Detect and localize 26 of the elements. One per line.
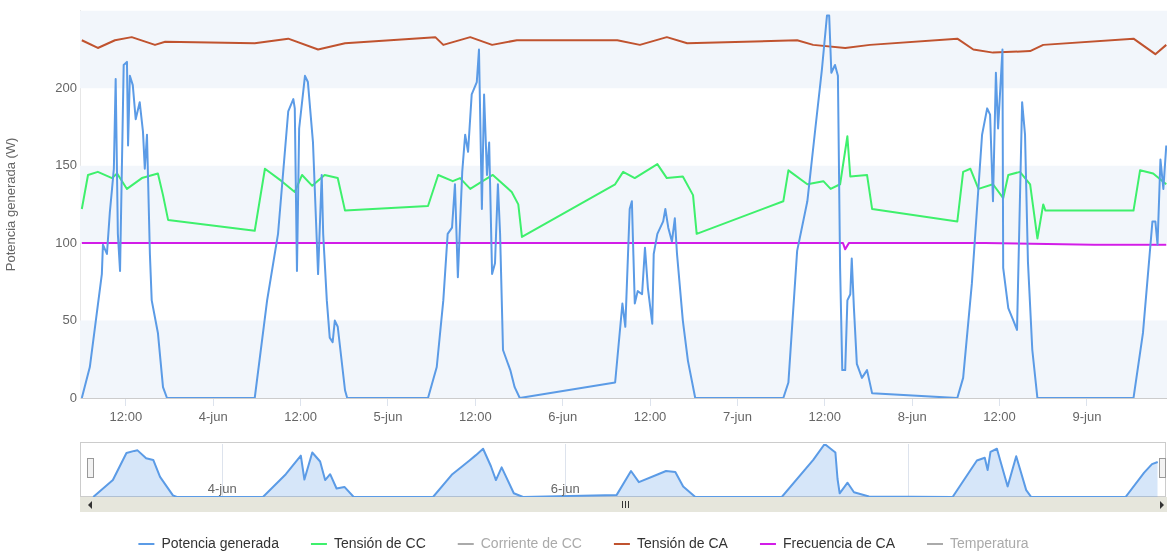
x-tick-label: 8-jun <box>897 409 927 425</box>
x-tick-label: 6-jun <box>548 409 578 425</box>
x-tick-label: 5-jun <box>373 409 403 425</box>
legend-label: Potencia generada <box>161 534 280 551</box>
x-tick-label: 12:00 <box>284 409 317 425</box>
x-tick-label: 7-jun <box>722 409 752 425</box>
y-tick-label: 0 <box>69 389 77 405</box>
x-tick-label: 12:00 <box>633 409 667 425</box>
y-tick-label: 150 <box>55 157 77 173</box>
x-tick-label: 12:00 <box>808 409 842 425</box>
y-tick-label: 50 <box>62 312 77 328</box>
y-tick-label: 200 <box>55 79 77 95</box>
x-tick-label: 12:00 <box>983 409 1016 425</box>
legend-label: Frecuencia de CA <box>782 534 896 551</box>
y-tick-label: 100 <box>55 234 77 250</box>
x-tick-label: 12:00 <box>109 409 143 425</box>
x-tick-label: 4-jun <box>198 409 228 425</box>
legend-label: Temperatura <box>950 534 1029 551</box>
legend-label: Corriente de CC <box>480 534 582 551</box>
legend-label: Tensión de CC <box>333 534 426 551</box>
x-tick-label: 4-jun <box>207 481 237 497</box>
y-axis-title: Potencia generada (W) <box>3 137 19 272</box>
x-tick-label: 6-jun <box>550 481 580 497</box>
x-tick-label: 12:00 <box>459 409 492 425</box>
legend-label: Tensión de CA <box>636 534 729 551</box>
x-tick-label: 9-jun <box>1072 409 1102 425</box>
